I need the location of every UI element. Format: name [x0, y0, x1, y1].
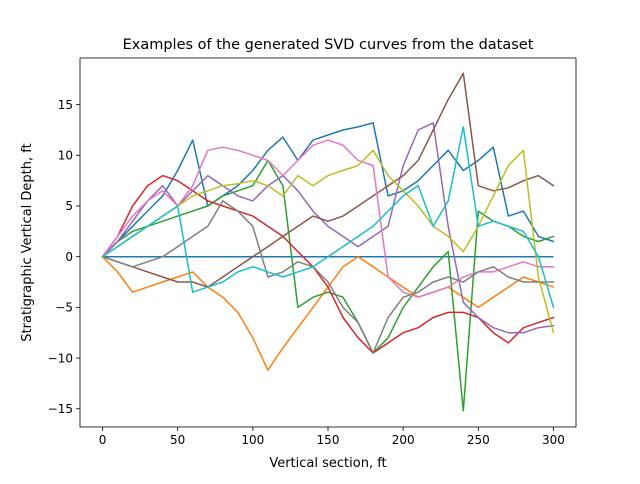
y-tick-label: 5	[65, 199, 73, 213]
y-tick-label: 10	[58, 149, 73, 163]
series-layer	[101, 72, 555, 412]
y-tick-label: −15	[48, 402, 73, 416]
x-tick-label: 300	[542, 433, 565, 447]
series-line-3	[101, 159, 555, 412]
y-tick-label: −5	[55, 301, 73, 315]
y-tick-label: −10	[48, 351, 73, 365]
x-tick-label: 250	[467, 433, 490, 447]
series-line-8	[101, 200, 555, 354]
x-tick-label: 150	[317, 433, 340, 447]
x-axis-label: Vertical section, ft	[269, 456, 386, 471]
y-axis-label: Stratigraphic Vertical Depth, ft	[20, 143, 35, 341]
chart-title: Examples of the generated SVD curves fro…	[123, 37, 534, 53]
plot-area	[80, 58, 576, 427]
series-line-1	[101, 122, 555, 258]
y-tick-label: 15	[58, 98, 73, 112]
x-tick-label: 0	[99, 433, 107, 447]
x-tick-label: 200	[392, 433, 415, 447]
y-axis-ticks: −15 −10 −5 0 5 10 15	[48, 98, 80, 416]
x-tick-label: 100	[241, 433, 264, 447]
x-axis-ticks: 0 50 100 150 200 250 300	[99, 427, 565, 447]
y-tick-label: 0	[65, 250, 73, 264]
series-line-10	[101, 126, 555, 309]
series-line-6	[101, 72, 555, 288]
x-tick-label: 50	[170, 433, 185, 447]
